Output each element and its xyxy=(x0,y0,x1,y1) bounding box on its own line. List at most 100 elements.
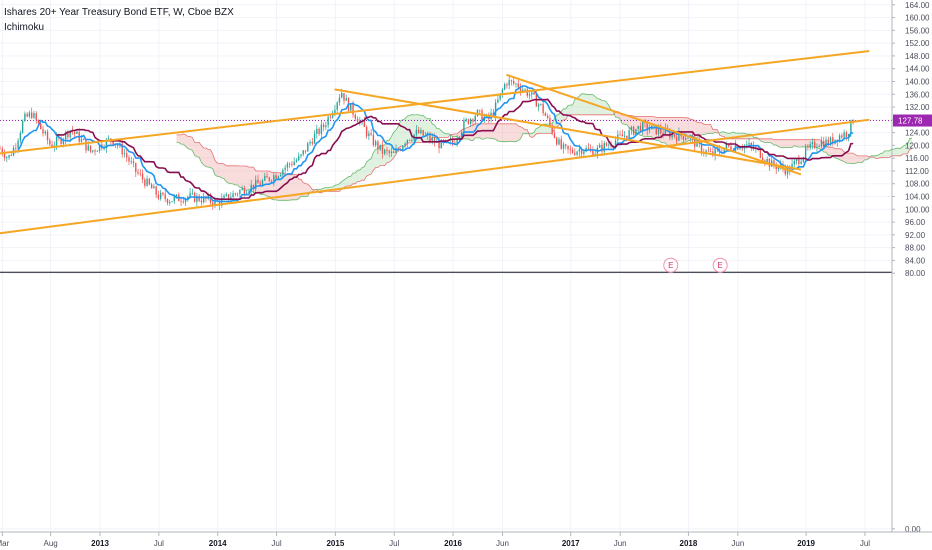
earnings-event-marker[interactable]: E xyxy=(712,257,728,273)
candle-body xyxy=(288,163,291,165)
candle-body xyxy=(813,142,816,148)
cloud-segment xyxy=(805,139,808,147)
cloud-segment xyxy=(291,174,295,200)
candle-body xyxy=(567,145,569,150)
candle-body xyxy=(352,103,354,115)
cloud-segment xyxy=(796,139,799,148)
x-axis[interactable]: Mar Aug 2013 Jul 2014 Jul 2015 Jul 2016 Jun 2017 Ju… xyxy=(0,531,932,548)
cloud-segment xyxy=(199,142,202,163)
candle-body xyxy=(243,188,246,195)
candle-body xyxy=(619,134,621,136)
cloud-segment xyxy=(626,114,630,128)
candle-body xyxy=(411,139,413,141)
candle-body xyxy=(141,173,144,180)
candle-body xyxy=(137,172,139,174)
cloud-segment xyxy=(400,119,403,147)
candle-body xyxy=(526,89,528,96)
cloud-segment xyxy=(178,134,182,145)
cloud-segment xyxy=(468,125,471,141)
trend-line-descending-from-2015[interactable] xyxy=(334,88,802,171)
candle-body xyxy=(463,120,465,133)
x-tick-label: Jul xyxy=(271,539,281,548)
candle-body xyxy=(741,148,743,150)
y-tick-label: 104.00 xyxy=(905,193,930,202)
candle-body xyxy=(214,199,216,206)
candle-body xyxy=(642,121,644,132)
y-tick-label: 116.00 xyxy=(905,154,929,163)
candle-body xyxy=(632,126,635,135)
candle-body xyxy=(87,145,89,151)
y-axis[interactable]: 164.00 160.00 156.00 152.00 148.00 144.00 140.… xyxy=(891,0,932,534)
candle-body xyxy=(599,144,601,148)
grid-lines xyxy=(0,0,892,532)
trend-line-descending-from-2016[interactable] xyxy=(506,74,802,176)
cloud-segment xyxy=(384,140,387,166)
candle-body xyxy=(370,133,372,135)
cloud-segment xyxy=(377,146,381,168)
cloud-segment xyxy=(511,123,514,142)
candle-body xyxy=(8,155,10,158)
indicator-name[interactable]: Ichimoku xyxy=(4,22,45,33)
cloud-segment xyxy=(233,165,236,186)
candle-body xyxy=(37,119,40,124)
candle-body xyxy=(241,188,243,191)
cloud-segment xyxy=(905,144,908,155)
candle-body xyxy=(472,119,474,122)
cloud-segment xyxy=(798,139,802,148)
cloud-segment xyxy=(244,165,247,191)
event-circle[interactable] xyxy=(712,257,728,273)
trend-line-lower-channel[interactable] xyxy=(0,118,870,235)
candle-body xyxy=(646,123,648,131)
cloud-segment xyxy=(418,114,421,143)
event-circle[interactable] xyxy=(663,257,679,273)
candle-body xyxy=(675,136,678,141)
y-tick-label: 124.00 xyxy=(905,129,930,138)
candle-body xyxy=(537,104,540,107)
x-tick-label: 2014 xyxy=(209,539,227,548)
cloud-segment xyxy=(663,117,666,144)
candle-body xyxy=(150,184,153,189)
cloud-segment xyxy=(201,145,204,166)
cloud-segment xyxy=(353,172,356,184)
cloud-segment xyxy=(889,149,892,158)
candle-body xyxy=(558,139,560,145)
candle-body xyxy=(664,128,667,135)
cloud-segment xyxy=(898,148,901,156)
candle-body xyxy=(408,139,411,141)
candle-body xyxy=(159,192,162,199)
trend-lines[interactable] xyxy=(0,50,870,235)
cloud-segment xyxy=(405,116,408,147)
cloud-segment xyxy=(654,116,657,141)
cloud-segment xyxy=(214,160,218,177)
candle-body xyxy=(180,201,182,202)
candle-body xyxy=(678,131,680,141)
cloud-segment xyxy=(176,134,179,143)
candle-body xyxy=(657,128,660,135)
candle-body xyxy=(107,138,110,140)
candle-body xyxy=(257,179,259,184)
candle-body xyxy=(60,137,62,144)
y-tick-label: 108.00 xyxy=(905,180,930,189)
chart-legend[interactable]: Ishares 20+ Year Treasury Bond ETF, W, C… xyxy=(4,5,234,35)
candle-body xyxy=(458,136,461,140)
earnings-event-marker[interactable]: E xyxy=(663,257,679,273)
candle-body xyxy=(390,151,393,153)
candle-body xyxy=(128,157,130,162)
cloud-segment xyxy=(343,178,347,188)
candle-body xyxy=(354,114,356,119)
cloud-segment xyxy=(423,115,426,143)
candle-body xyxy=(662,133,664,135)
candle-body xyxy=(522,89,524,91)
candle-body xyxy=(343,93,345,101)
trend-line-upper-channel[interactable] xyxy=(0,50,870,155)
base-line xyxy=(56,98,854,200)
cloud-segment xyxy=(665,117,668,146)
candle-body xyxy=(714,149,716,156)
cloud-segment xyxy=(515,123,519,142)
cloud-segment xyxy=(622,114,625,125)
candle-body xyxy=(21,120,24,133)
x-tick-label: 2017 xyxy=(562,539,580,548)
